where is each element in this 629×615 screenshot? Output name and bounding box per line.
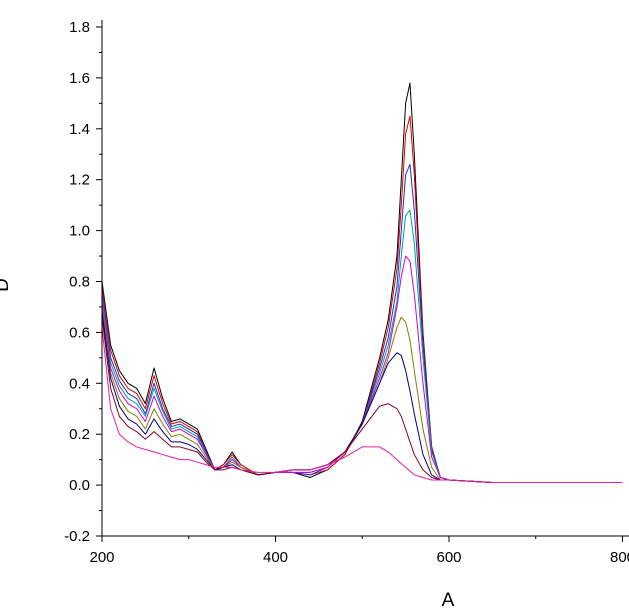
spectrum-line (102, 327, 623, 484)
spectrum-line (102, 163, 623, 484)
y-tick-label: 0.0 (69, 477, 90, 494)
spectrum-line (102, 306, 623, 484)
spectrum-line (102, 255, 623, 484)
y-tick-label: 0.8 (69, 274, 90, 291)
spectrum-line (102, 317, 623, 484)
x-tick-label: 400 (263, 549, 288, 566)
x-axis-label: A (442, 590, 455, 611)
y-tick-label: 0.6 (69, 324, 90, 341)
y-tick-label: 1.6 (69, 70, 90, 87)
y-tick-label: 0.2 (69, 426, 90, 443)
y-tick-label: 1.2 (69, 172, 90, 189)
spectrum-line (102, 311, 623, 484)
y-axis-label: D (0, 278, 13, 292)
y-tick-label: -0.2 (64, 528, 90, 545)
y-tick-label: 1.0 (69, 223, 90, 240)
y-tick-label: 0.4 (69, 375, 90, 392)
spectrum-line (102, 115, 623, 484)
x-tick-label: 800 (610, 549, 629, 566)
plot-area (102, 82, 623, 484)
x-tick-label: 600 (436, 549, 461, 566)
x-tick-label: 200 (89, 549, 114, 566)
y-tick-label: 1.4 (69, 121, 90, 138)
y-tick-label: 1.8 (69, 19, 90, 36)
